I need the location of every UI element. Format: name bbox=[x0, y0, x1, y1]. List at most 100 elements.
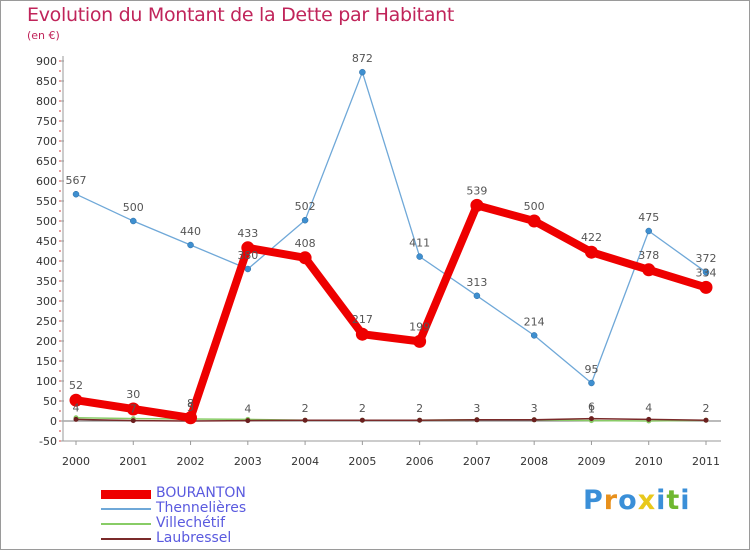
y-tick-label: 850 bbox=[36, 75, 57, 88]
series-layer bbox=[69, 68, 713, 425]
data-label: 872 bbox=[352, 52, 373, 65]
x-tick-label: 2005 bbox=[348, 455, 376, 468]
x-tick-label: 2002 bbox=[177, 455, 205, 468]
logo-letter: i bbox=[656, 485, 667, 516]
data-label: 411 bbox=[409, 237, 430, 250]
y-tick-label: 450 bbox=[36, 235, 57, 248]
data-point bbox=[588, 379, 595, 387]
data-point bbox=[298, 251, 312, 265]
chart-title: Evolution du Montant de la Dette par Hab… bbox=[27, 4, 455, 26]
data-point bbox=[73, 416, 79, 422]
data-label: 95 bbox=[584, 363, 598, 376]
data-label: 502 bbox=[295, 200, 316, 213]
data-point bbox=[530, 332, 538, 339]
legend-label: BOURANTON bbox=[156, 485, 246, 501]
data-label: 408 bbox=[295, 237, 316, 250]
data-point bbox=[72, 190, 80, 198]
data-label: 378 bbox=[638, 249, 659, 262]
data-point bbox=[531, 417, 537, 423]
y-tick-label: 550 bbox=[36, 195, 57, 208]
y-tick-label: 750 bbox=[36, 115, 57, 128]
logo-letter: i bbox=[680, 485, 691, 516]
x-tick-label: 2003 bbox=[234, 455, 262, 468]
data-label: 433 bbox=[237, 227, 258, 240]
data-label: 4 bbox=[645, 401, 652, 414]
data-label: 2 bbox=[416, 402, 423, 415]
series-line-bouranton bbox=[72, 201, 710, 422]
data-point bbox=[588, 416, 594, 422]
data-label: 4 bbox=[73, 401, 80, 414]
data-label: 2 bbox=[302, 402, 309, 415]
legend-item: BOURANTON bbox=[101, 486, 301, 501]
data-point bbox=[702, 268, 710, 276]
data-label: 567 bbox=[66, 174, 87, 187]
data-label: 539 bbox=[466, 184, 487, 197]
legend-item: Villechétif bbox=[101, 516, 301, 531]
data-point bbox=[699, 280, 713, 294]
data-point bbox=[355, 327, 369, 341]
data-point bbox=[527, 214, 541, 228]
data-point bbox=[473, 292, 481, 300]
data-label: 380 bbox=[237, 249, 258, 262]
y-tick-label: 300 bbox=[36, 295, 57, 308]
data-point bbox=[413, 334, 427, 348]
legend-label: Thennelières bbox=[156, 500, 247, 516]
y-tick-label: 200 bbox=[36, 335, 57, 348]
data-label: 313 bbox=[466, 276, 487, 289]
data-label: 440 bbox=[180, 225, 201, 238]
x-tick-label: 2000 bbox=[62, 455, 90, 468]
data-label: 217 bbox=[352, 313, 373, 326]
data-point bbox=[646, 416, 652, 422]
data-label: 500 bbox=[123, 201, 144, 214]
data-point bbox=[474, 417, 480, 423]
data-label: 214 bbox=[524, 315, 545, 328]
data-label: 1 bbox=[588, 403, 595, 416]
y-tick-label: 50 bbox=[43, 395, 57, 408]
data-label: 3 bbox=[531, 402, 538, 415]
legend-swatch bbox=[101, 489, 151, 499]
y-tick-label: 500 bbox=[36, 215, 57, 228]
data-label: 2 bbox=[703, 402, 710, 415]
legend-label: Villechétif bbox=[156, 515, 226, 531]
data-label: 7 bbox=[130, 403, 137, 416]
data-point bbox=[301, 216, 309, 224]
data-label: 500 bbox=[524, 200, 545, 213]
data-point bbox=[130, 418, 136, 424]
y-tick-label: -50 bbox=[39, 435, 57, 448]
x-tick-label: 2001 bbox=[119, 455, 147, 468]
data-point bbox=[184, 411, 198, 425]
series-line-laubressel bbox=[75, 417, 707, 422]
series-line-thennelières bbox=[75, 71, 707, 384]
x-tick-label: 2008 bbox=[520, 455, 548, 468]
x-tick-label: 2007 bbox=[463, 455, 491, 468]
x-tick-label: 2004 bbox=[291, 455, 319, 468]
y-tick-label: 100 bbox=[36, 375, 57, 388]
logo-letter: t bbox=[666, 485, 681, 516]
data-label: 52 bbox=[69, 379, 83, 392]
data-point bbox=[642, 263, 656, 277]
legend-swatch bbox=[101, 538, 151, 540]
y-tick-label: 650 bbox=[36, 155, 57, 168]
y-tick-label: 250 bbox=[36, 315, 57, 328]
legend-item: Laubressel bbox=[101, 531, 301, 546]
data-point bbox=[645, 227, 652, 235]
x-tick-label: 2011 bbox=[692, 455, 720, 468]
legend: BOURANTON Thennelières Villechétif Laubress… bbox=[101, 486, 301, 546]
data-label: 8 bbox=[187, 397, 194, 410]
y-tick-label: 0 bbox=[50, 415, 57, 428]
data-label: 6 bbox=[588, 401, 595, 414]
data-point bbox=[359, 417, 365, 423]
x-tick-label: 2009 bbox=[577, 455, 605, 468]
chart-subtitle: (en €) bbox=[27, 29, 60, 42]
y-tick-label: 700 bbox=[36, 135, 57, 148]
data-point bbox=[359, 68, 366, 76]
logo-letter: P bbox=[583, 485, 604, 516]
x-tick-label: 2010 bbox=[635, 455, 663, 468]
data-label: 30 bbox=[126, 388, 140, 401]
data-label: 3 bbox=[473, 402, 480, 415]
data-point bbox=[584, 245, 598, 259]
data-point bbox=[302, 417, 308, 423]
legend-item: Thennelières bbox=[101, 501, 301, 516]
data-point bbox=[245, 418, 251, 424]
